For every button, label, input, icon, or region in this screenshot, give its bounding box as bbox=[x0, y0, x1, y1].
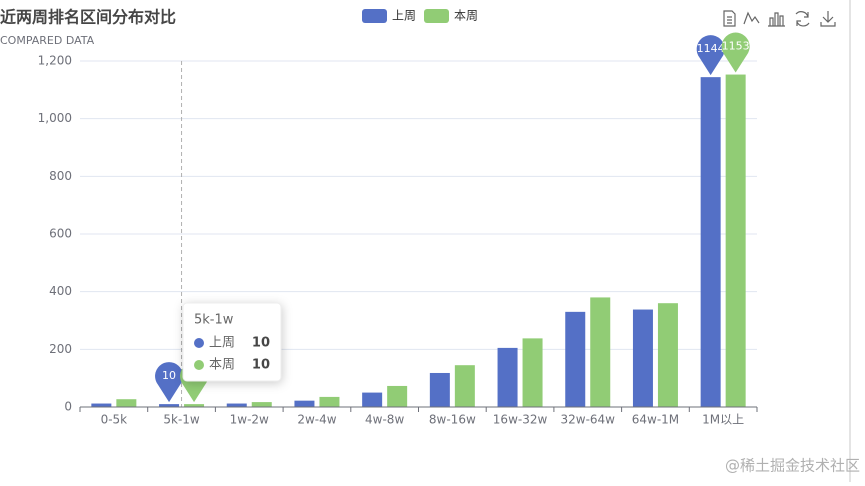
tooltip-box bbox=[182, 302, 282, 382]
tooltip-value: 10 bbox=[252, 336, 270, 351]
tool-restore[interactable] bbox=[795, 11, 810, 27]
x-tick-label: 64w-1M bbox=[632, 413, 679, 427]
x-tick-label: 2w-4w bbox=[297, 413, 336, 427]
legend-swatch[interactable] bbox=[424, 9, 449, 23]
tooltip-name: 上周 bbox=[209, 336, 235, 351]
chart-subtitle: COMPARED DATA bbox=[0, 34, 95, 47]
x-tick-label: 0-5k bbox=[101, 413, 128, 427]
legend-label[interactable]: 本周 bbox=[454, 9, 478, 23]
tooltip-value: 10 bbox=[252, 358, 270, 373]
tooltip-marker bbox=[194, 338, 204, 348]
y-tick-label: 600 bbox=[49, 227, 72, 241]
tooltip-name: 本周 bbox=[209, 358, 235, 373]
bar bbox=[362, 392, 383, 407]
bar bbox=[497, 347, 518, 407]
mark-point bbox=[696, 35, 725, 76]
x-tick-label: 4w-8w bbox=[365, 413, 404, 427]
x-tick-label: 1w-2w bbox=[230, 413, 269, 427]
bar bbox=[91, 403, 112, 407]
bar bbox=[657, 303, 678, 407]
y-tick-label: 800 bbox=[49, 169, 72, 183]
legend-label[interactable]: 上周 bbox=[392, 9, 416, 23]
chart-title: 近两周排名区间分布对比 bbox=[0, 8, 176, 27]
tool-line[interactable] bbox=[743, 11, 760, 25]
mark-point bbox=[721, 32, 750, 73]
bar bbox=[454, 365, 475, 407]
x-tick-label: 1M以上 bbox=[702, 413, 744, 427]
mark-point-label: 10 bbox=[162, 369, 176, 382]
tooltip-marker bbox=[194, 360, 204, 370]
toolbox bbox=[723, 10, 836, 27]
bar bbox=[632, 309, 653, 407]
bar bbox=[319, 396, 340, 407]
tool-save[interactable] bbox=[820, 11, 836, 27]
bar bbox=[429, 372, 450, 407]
x-tick-label: 16w-32w bbox=[493, 413, 548, 427]
tooltip: 5k-1w 上周 10 本周 10 bbox=[182, 302, 282, 382]
bar bbox=[565, 311, 586, 407]
y-tick-label: 200 bbox=[49, 342, 72, 356]
y-tick-label: 400 bbox=[49, 284, 72, 298]
mark-point bbox=[155, 362, 184, 403]
tooltip-title: 5k-1w bbox=[194, 313, 234, 328]
y-tick-label: 0 bbox=[64, 400, 72, 414]
bar bbox=[159, 404, 180, 407]
y-tick-label: 1,000 bbox=[38, 111, 72, 125]
bar bbox=[294, 400, 315, 407]
legend-swatch[interactable] bbox=[362, 9, 387, 23]
bar bbox=[700, 77, 721, 407]
mark-point-label: 1144 bbox=[697, 42, 725, 55]
bar bbox=[251, 402, 272, 407]
bar bbox=[522, 338, 543, 407]
bar bbox=[226, 403, 247, 407]
x-tick-label: 8w-16w bbox=[429, 413, 476, 427]
bar bbox=[184, 404, 205, 407]
bar bbox=[387, 385, 408, 407]
mark-point-label: 1153 bbox=[722, 40, 750, 53]
tool-bar[interactable] bbox=[768, 12, 785, 27]
x-tick-label: 5k-1w bbox=[163, 413, 200, 427]
x-tick-label: 32w-64w bbox=[561, 413, 616, 427]
bar bbox=[116, 399, 137, 407]
bar bbox=[725, 74, 746, 407]
tool-data-view[interactable] bbox=[723, 10, 736, 27]
y-tick-label: 1,200 bbox=[38, 54, 72, 68]
watermark: @稀土掘金技术社区 bbox=[725, 457, 860, 475]
bar bbox=[590, 297, 611, 407]
